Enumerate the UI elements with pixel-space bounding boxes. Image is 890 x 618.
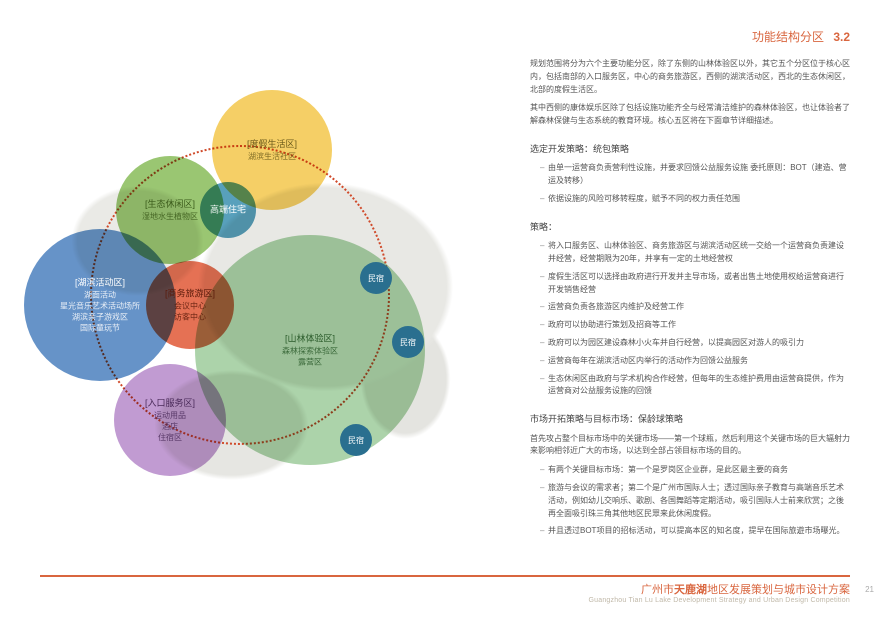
page-footer: 广州市天鹿湖地区发展策划与城市设计方案 Guangzhou Tian Lu La… <box>40 575 850 604</box>
dev-strategy-heading: 选定开发策略：统包策略 <box>530 142 850 156</box>
intro-paragraph-2: 其中西侧的康体娱乐区除了包括设施功能齐全与经常清洁维护的森林体验区，也让体验者了… <box>530 102 850 128</box>
page-number: 21 <box>865 585 874 594</box>
zone-label-lakeside: [湖滨活动区]湖面活动星光音乐艺术活动场所湖滨亲子游戏区国际童玩节 <box>60 276 140 333</box>
tactics-item: 政府可以协助进行策划及招商等工作 <box>540 319 850 332</box>
tactics-item: 将入口服务区、山林体验区、商务旅游区与湖滨活动区统一交给一个运营商负责建设并经营… <box>540 240 850 266</box>
guesthouse-node: 民宿 <box>360 262 392 294</box>
zone-label-eco: [生态休闲区]湿地水生植物区 <box>142 198 198 222</box>
footer-title-en: Guangzhou Tian Lu Lake Development Strat… <box>40 597 850 604</box>
market-list: 有两个关键目标市场：第一个是罗岗区企业群，是此区最主要的商务旅游与会议的需求者；… <box>530 464 850 538</box>
dev-strategy-item: 由单一运营商负责营利性设施，并要求回馈公益服务设施 委托原则：BOT（建造、营运… <box>540 162 850 188</box>
tactics-item: 运营商负责各旅游区内维护及经营工作 <box>540 301 850 314</box>
tactics-item: 度假生活区可以选择由政府进行开发并主导市场，或者出售土地使用权给运营商进行开发销… <box>540 271 850 297</box>
market-item: 旅游与会议的需求者；第二个是广州市国际人士；透过国际亲子教育与高端音乐艺术活动，… <box>540 482 850 520</box>
zone-label-vacation: [度假生活区]湖滨生活社区 <box>247 138 297 162</box>
tactics-list: 将入口服务区、山林体验区、商务旅游区与湖滨活动区统一交给一个运营商负责建设并经营… <box>530 240 850 398</box>
section-header: 功能结构分区 3.2 <box>752 28 850 45</box>
intro-paragraph-1: 规划范围将分为六个主要功能分区，除了东侧的山林体验区以外，其它五个分区位于核心区… <box>530 58 850 96</box>
market-item: 并且透过BOT项目的招标活动，可以提高本区的知名度，提早在国际旅遊市场曝光。 <box>540 525 850 538</box>
market-heading: 市场开拓策略与目标市场：保龄球策略 <box>530 412 850 426</box>
zone-label-luxury: 高端住宅 <box>210 204 246 217</box>
section-title: 功能结构分区 <box>752 30 824 44</box>
guesthouse-node: 民宿 <box>392 326 424 358</box>
dev-strategy-list: 由单一运营商负责营利性设施，并要求回馈公益服务设施 委托原则：BOT（建造、营运… <box>530 162 850 205</box>
tactics-item: 政府可以为园区建设森林小火车并自行经营，以提高园区对游人的吸引力 <box>540 337 850 350</box>
dev-strategy-item: 依据设施的风险可移转程度，赋予不同的权力责任范围 <box>540 193 850 206</box>
tactics-item: 生态休闲区由政府与学术机构合作经营，但每年的生态维护费用由运营商提供，作为运营商… <box>540 373 850 399</box>
tactics-item: 运营商每年在湖滨活动区内举行的活动作为回馈公益服务 <box>540 355 850 368</box>
zone-label-forest: [山林体验区]森林探索体验区露营区 <box>282 333 338 368</box>
text-column: 规划范围将分为六个主要功能分区，除了东侧的山林体验区以外，其它五个分区位于核心区… <box>530 58 850 543</box>
footer-title-cn: 广州市天鹿湖地区发展策划与城市设计方案 <box>40 581 850 597</box>
zoning-diagram: [山林体验区]森林探索体验区露营区 [湖滨活动区]湖面活动星光音乐艺术活动场所湖滨… <box>20 80 490 540</box>
zone-label-business: [商务旅游区]会议中心访客中心 <box>165 288 215 323</box>
market-intro: 首先攻占整个目标市场中的关键市场——第一个球瓶，然后利用这个关键市场的巨大辐射力… <box>530 433 850 459</box>
market-item: 有两个关键目标市场：第一个是罗岗区企业群，是此区最主要的商务 <box>540 464 850 477</box>
guesthouse-node: 民宿 <box>340 424 372 456</box>
zone-label-entrance: [入口服务区]运动用品酒店住宿区 <box>145 397 195 443</box>
tactics-heading: 策略： <box>530 220 850 234</box>
section-number: 3.2 <box>833 30 850 44</box>
